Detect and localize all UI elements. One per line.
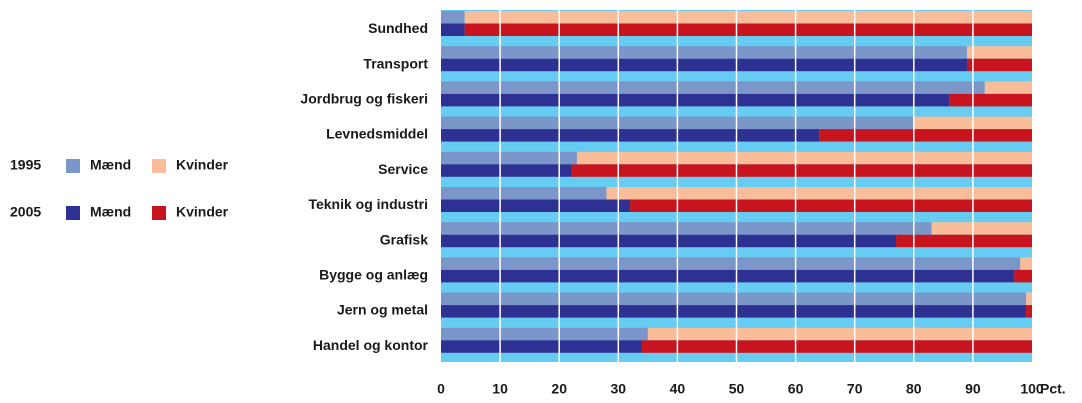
bar bbox=[1026, 305, 1032, 318]
x-tick-label: 40 bbox=[670, 381, 686, 397]
x-tick-label: 50 bbox=[729, 381, 745, 397]
y-tick-label: Transport bbox=[363, 55, 428, 71]
x-tick-label: 90 bbox=[965, 381, 981, 397]
bar bbox=[441, 11, 465, 24]
y-tick-label: Teknik og industri bbox=[308, 196, 428, 212]
bar bbox=[896, 234, 1032, 248]
y-tick-label: Grafisk bbox=[380, 231, 428, 247]
y-tick-label: Bygge og anlæg bbox=[319, 266, 428, 282]
bar bbox=[966, 58, 1032, 72]
legend-swatch bbox=[152, 206, 166, 220]
x-tick-label: 0 bbox=[437, 381, 445, 397]
x-axis-label: Pct. bbox=[1040, 381, 1066, 397]
legend-label: Mænd bbox=[90, 157, 131, 173]
bar bbox=[441, 199, 631, 212]
bar bbox=[966, 46, 1032, 59]
legend-group-label: 2005 bbox=[10, 204, 41, 220]
legend-label: Kvinder bbox=[176, 157, 229, 173]
legend-swatch bbox=[66, 159, 80, 173]
bar bbox=[641, 340, 1032, 353]
bar bbox=[576, 151, 1032, 165]
bar bbox=[441, 93, 950, 107]
bar bbox=[571, 164, 1032, 177]
bar bbox=[441, 151, 577, 165]
bar bbox=[441, 234, 897, 248]
bar bbox=[464, 11, 1032, 24]
bar bbox=[931, 222, 1032, 235]
y-tick-label: Service bbox=[378, 161, 428, 177]
y-tick-label: Jern og metal bbox=[337, 302, 428, 318]
bar bbox=[606, 187, 1032, 200]
bar bbox=[984, 81, 1032, 94]
bar bbox=[647, 327, 1032, 341]
y-tick-label: Levnedsmiddel bbox=[326, 126, 428, 142]
bar bbox=[464, 23, 1032, 36]
bar bbox=[441, 269, 1015, 283]
x-tick-label: 30 bbox=[611, 381, 627, 397]
bar bbox=[949, 93, 1032, 107]
x-tick-label: 80 bbox=[906, 381, 922, 397]
bar bbox=[441, 129, 820, 142]
bar bbox=[441, 46, 967, 59]
legend-group-label: 1995 bbox=[10, 157, 41, 173]
bar bbox=[441, 305, 1027, 318]
bar bbox=[1026, 292, 1032, 306]
x-tick-label: 20 bbox=[551, 381, 567, 397]
bar bbox=[441, 327, 648, 341]
y-tick-label: Jordbrug og fiskeri bbox=[300, 90, 428, 106]
legend-label: Kvinder bbox=[176, 204, 229, 220]
x-tick-label: 10 bbox=[492, 381, 508, 397]
bar bbox=[441, 187, 607, 200]
legend-swatch bbox=[152, 159, 166, 173]
y-tick-label: Sundhed bbox=[368, 20, 428, 36]
y-tick-label: Handel og kontor bbox=[313, 337, 429, 353]
bar bbox=[1014, 269, 1032, 283]
bar bbox=[441, 58, 967, 72]
legend-swatch bbox=[66, 206, 80, 220]
x-tick-label: 70 bbox=[847, 381, 863, 397]
bar bbox=[441, 292, 1027, 306]
x-tick-label: 100 bbox=[1020, 381, 1044, 397]
bar bbox=[441, 164, 572, 177]
bar bbox=[630, 199, 1032, 212]
bar bbox=[441, 257, 1021, 270]
bar bbox=[819, 129, 1032, 142]
bar bbox=[441, 340, 642, 353]
legend-label: Mænd bbox=[90, 204, 131, 220]
x-tick-label: 60 bbox=[788, 381, 804, 397]
bar bbox=[441, 23, 465, 36]
bar bbox=[1020, 257, 1032, 270]
bar bbox=[441, 222, 932, 235]
bar bbox=[441, 81, 985, 94]
